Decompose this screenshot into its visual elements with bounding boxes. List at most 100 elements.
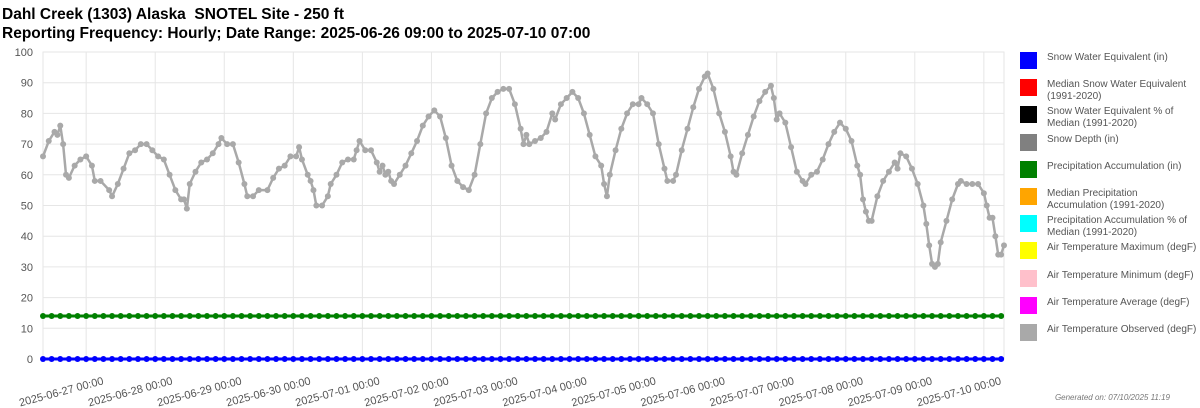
chart-subtitle: Reporting Frequency: Hourly; Date Range:… (2, 25, 591, 42)
data-point (178, 313, 185, 320)
data-point (557, 356, 564, 362)
legend-item[interactable]: Median Snow Water Equivalent (1991-2020) (1018, 77, 1200, 104)
data-point (342, 356, 349, 362)
data-point (316, 313, 323, 320)
data-point (776, 110, 783, 117)
data-point (65, 174, 72, 181)
data-point (575, 95, 582, 102)
data-point (537, 134, 544, 141)
y-tick-label: 0 (27, 354, 33, 366)
legend-item[interactable]: Precipitation Accumulation % of Median (… (1018, 213, 1200, 240)
data-point (946, 313, 953, 320)
legend-swatch (1020, 133, 1037, 151)
data-point (563, 95, 570, 102)
data-point (298, 156, 305, 163)
data-point (756, 313, 763, 320)
data-point (359, 313, 366, 320)
data-point (198, 159, 205, 166)
legend-label: Air Temperature Maximum (degF) (1047, 242, 1197, 254)
legend-item[interactable]: Snow Water Equivalent % of Median (1991-… (1018, 104, 1200, 131)
data-point (488, 356, 495, 362)
data-point (471, 313, 478, 320)
data-point (635, 313, 642, 320)
legend-label: Precipitation Accumulation (in) (1047, 160, 1182, 172)
data-point (704, 70, 711, 77)
data-point (857, 171, 864, 178)
data-point (998, 356, 1005, 362)
data-point (454, 177, 461, 184)
data-point (756, 98, 763, 105)
data-point (160, 356, 167, 362)
data-point (618, 313, 625, 320)
data-point (402, 313, 409, 320)
data-point (704, 313, 711, 320)
data-point (281, 356, 288, 362)
data-point (514, 313, 521, 320)
data-point (816, 313, 823, 320)
data-point (713, 356, 720, 362)
data-point (517, 125, 524, 132)
data-point (204, 156, 211, 163)
data-point (379, 162, 386, 169)
data-point (540, 313, 547, 320)
data-point (937, 313, 944, 320)
series-air-temperature-observed-degf (40, 70, 1007, 270)
data-point (275, 165, 282, 172)
data-point (929, 313, 936, 320)
legend-item[interactable]: Air Temperature Maximum (degF) (1018, 240, 1200, 267)
data-point (160, 156, 167, 163)
legend-item[interactable]: Air Temperature Minimum (degF) (1018, 268, 1200, 295)
data-point (172, 187, 179, 194)
data-point (885, 313, 892, 320)
data-point (471, 171, 478, 178)
legend-label: Snow Water Equivalent % of Median (1991-… (1047, 106, 1174, 129)
legend-item[interactable]: Median Precipitation Accumulation (1991-… (1018, 186, 1200, 213)
data-point (506, 313, 513, 320)
data-point (186, 313, 193, 320)
data-point (670, 177, 677, 184)
data-point (661, 313, 668, 320)
data-point (83, 356, 90, 362)
data-point (454, 356, 461, 362)
generated-timestamp: Generated on: 07/10/2025 11:19 (1054, 393, 1170, 402)
data-point (264, 187, 271, 194)
data-point (342, 313, 349, 320)
data-point (635, 356, 642, 362)
legend-item[interactable]: Snow Depth (in) (1018, 132, 1200, 159)
data-point (419, 356, 426, 362)
legend-item[interactable]: Air Temperature Observed (degF) (1018, 322, 1200, 349)
data-point (212, 313, 219, 320)
data-point (91, 356, 98, 362)
data-point (100, 313, 107, 320)
legend-item[interactable]: Snow Water Equivalent (in) (1018, 50, 1200, 77)
data-point (391, 181, 398, 188)
data-point (911, 356, 918, 362)
data-point (868, 313, 875, 320)
data-point (120, 165, 127, 172)
data-point (739, 356, 746, 362)
data-point (134, 313, 141, 320)
data-point (972, 356, 979, 362)
data-point (684, 125, 691, 132)
data-point (739, 150, 746, 157)
legend-item[interactable]: Air Temperature Average (degF) (1018, 295, 1200, 322)
data-point (186, 181, 193, 188)
data-point (891, 159, 898, 166)
data-point (920, 313, 927, 320)
data-point (359, 356, 366, 362)
data-point (687, 356, 694, 362)
data-point (373, 159, 380, 166)
data-point (298, 313, 305, 320)
data-point (998, 251, 1005, 258)
data-point (523, 356, 530, 362)
data-point (626, 313, 633, 320)
data-point (765, 313, 772, 320)
data-point (255, 187, 262, 194)
data-point (54, 131, 61, 138)
data-point (963, 313, 970, 320)
legend-item[interactable]: Precipitation Accumulation (in) (1018, 159, 1200, 186)
data-point (773, 116, 780, 123)
data-point (281, 162, 288, 169)
data-point (221, 313, 228, 320)
data-point (57, 356, 64, 362)
